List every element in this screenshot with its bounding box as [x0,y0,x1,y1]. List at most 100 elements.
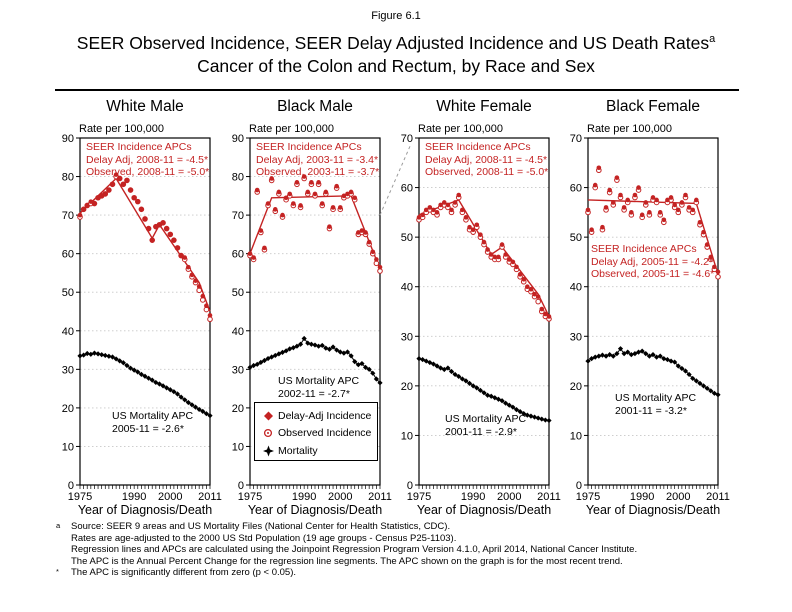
mortality-point [113,356,119,362]
footnote-marker: a [56,521,61,530]
mortality-point [323,345,329,351]
delay-adj-point [337,205,343,210]
mortality-point [456,373,462,380]
observed-point [715,274,721,280]
panel-black-female: Black Female Rate per 100,000 SEER Incid… [586,0,720,612]
y-tick-label: 0 [576,480,582,492]
figure-title-line1: SEER Observed Incidence, SEER Delay Adju… [0,33,792,54]
y-tick-label: 30 [62,364,74,376]
delay-adj-point [81,207,86,212]
delay-adj-point [492,254,498,260]
apc-note-line: Delay Adj, 2008-11 = -4.5* [86,153,209,166]
delay-adj-point [672,202,677,208]
delay-adj-point [683,192,688,198]
delay-adj-point [438,202,443,208]
delay-adj-point [665,197,670,203]
delay-adj-point [316,180,321,185]
mortality-point [95,351,101,357]
mortality-point [120,360,126,366]
mortality-point [466,380,473,386]
mortality-point [445,365,451,371]
delay-adj-point [186,264,191,270]
footnotes: a Source: SEER 9 areas and US Mortality F… [56,521,637,579]
mortality-point [207,413,213,419]
apc-note-line: US Mortality APC [278,375,360,387]
delay-adj-point [99,193,104,199]
delay-adj-point [654,197,659,203]
delay-adj-point [485,247,490,252]
plot-white-male: 0 10 20 30 40 50 60 70 80 90 1975 1990 2000 2011 [62,133,222,503]
mortality-point [589,355,595,362]
mortality-point [715,392,721,398]
delay-adj-point [546,314,552,319]
y-tick-label: 20 [570,381,582,393]
apc-note-line: Delay Adj, 2003-11 = -3.4* [256,153,379,166]
mortality-point [672,359,678,365]
mortality-point [269,354,275,360]
mortality-point [261,357,268,364]
delay-adj-point [84,203,90,208]
delay-adj-point [157,222,162,228]
apc-note-line: US Mortality APC [615,392,697,404]
delay-adj-point [366,239,372,245]
mortality-point [109,354,116,360]
x-tick-label: 2000 [158,491,182,503]
delay-adj-point [167,232,173,237]
mortality-point [517,409,523,415]
mortality-point [459,376,465,382]
y-tick-label: 0 [238,480,244,492]
panel-title: White Male [106,98,184,115]
mortality-point [102,352,108,359]
mortality-point [348,353,354,359]
mortality-point [546,417,552,424]
delay-adj-point [708,254,714,260]
apc-note-line: Observed, 2003-11 = -3.7* [256,166,380,178]
delay-adj-point [712,264,717,270]
mortality-point [690,375,696,382]
delay-adj-point [196,284,202,289]
x-tick-label: 2011 [368,491,392,503]
delay-adj-point [701,229,706,235]
delay-adj-point [474,222,480,228]
delay-adj-point [334,183,339,189]
delay-adj-point [420,212,425,218]
y-tick-label: 60 [401,183,413,195]
y-tick-label: 40 [232,326,244,338]
delay-adj-point [614,175,620,180]
mortality-point [643,351,649,357]
observed-point [535,298,541,305]
mortality-point [697,380,703,386]
delay-adj-point [258,228,264,233]
delay-adj-point [607,187,612,193]
delay-adj-point [463,215,469,220]
legend-item-observed: Observed Incidence [262,425,377,443]
mortality-point [474,385,480,391]
y-tick-label: 80 [232,172,244,184]
mortality-point [513,407,520,413]
delay-adj-point [272,207,278,212]
mortality-point [700,383,707,389]
delay-adj-point [679,200,685,205]
apc-note-line: US Mortality APC [445,413,527,425]
delay-adj-point [121,181,126,187]
y-tick-label: 70 [232,210,244,222]
x-tick-label: 2000 [328,491,352,503]
delay-adj-point [323,189,329,195]
mortality-point [301,335,307,342]
y-tick-label: 10 [570,430,582,442]
apc-note-line: 2002-11 = -2.7* [278,387,350,400]
mortality-point [142,373,148,379]
mortality-point [682,368,689,374]
delay-adj-point [77,212,83,218]
footnote-marker: * [56,567,59,576]
y-axis-unit-label: Rate per 100,000 [587,123,673,135]
delay-adj-point [431,207,436,213]
mortality-point [189,402,195,408]
mortality-point [334,347,340,353]
mortality-point [693,378,699,384]
mortality-point [599,352,606,358]
mortality-point [370,370,376,376]
mortality-point [254,361,260,367]
delay-adj-point [510,259,516,265]
incidence-apc-note: SEER Incidence APCs Delay Adj, 2005-11 =… [591,243,714,281]
